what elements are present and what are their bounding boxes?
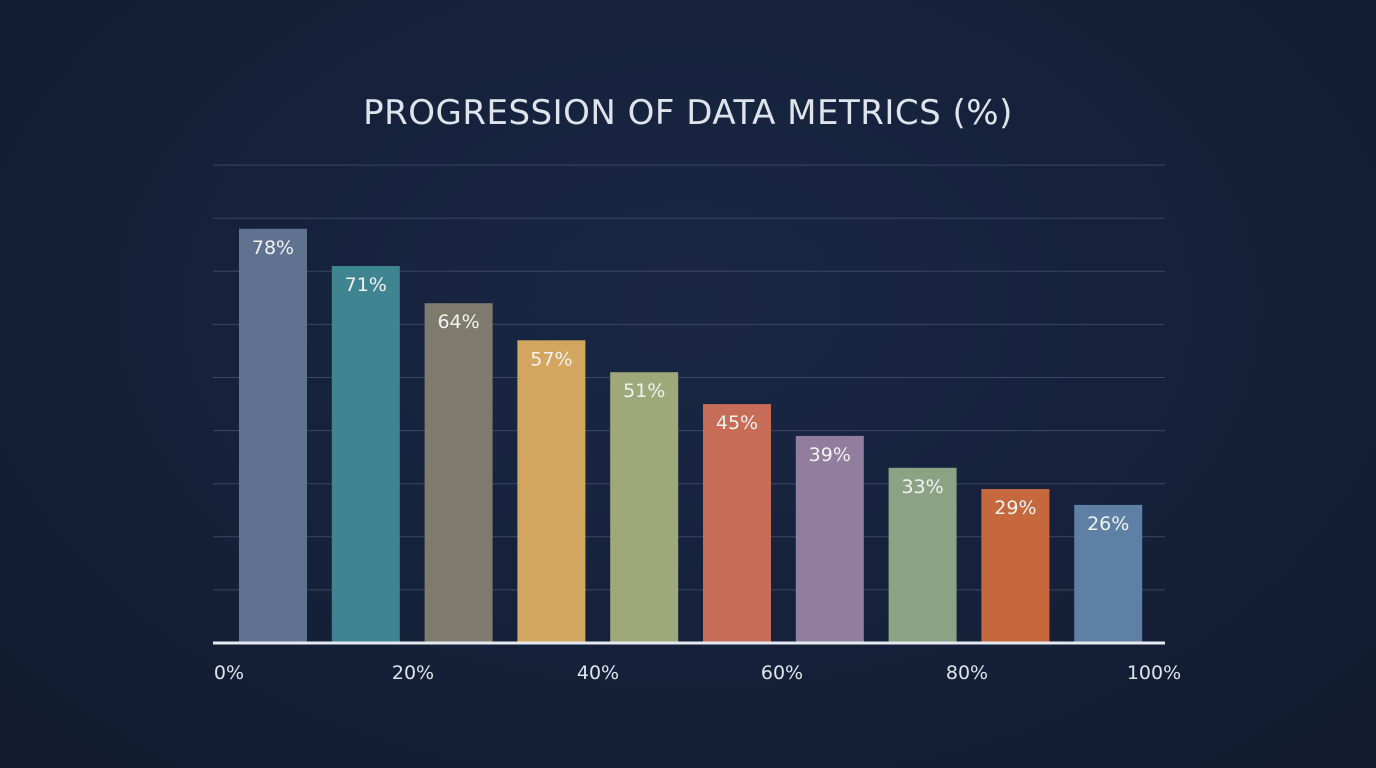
bar	[703, 404, 771, 643]
bar	[331, 266, 400, 643]
bar-value-labels: 78% 71% 64% 57% 51% 45% 39% 33% 29% 26%	[252, 237, 1129, 535]
bar	[1074, 504, 1143, 643]
bar-value-label: 57%	[530, 348, 572, 370]
bar	[517, 340, 586, 643]
bar-value-label: 39%	[809, 444, 851, 466]
bar-value-label: 33%	[901, 476, 943, 498]
bars	[239, 228, 1143, 644]
bar-value-label: 29%	[994, 497, 1036, 519]
chart-title: PROGRESSION OF DATA METRICS (%)	[363, 93, 1013, 133]
bar	[239, 228, 307, 644]
x-tick-label: 60%	[761, 662, 803, 684]
x-tick-label: 0%	[214, 662, 244, 684]
x-tick-label: 40%	[577, 662, 619, 684]
bar-value-label: 64%	[437, 311, 479, 333]
bar-value-label: 26%	[1087, 513, 1129, 535]
bar	[424, 303, 493, 643]
bar	[981, 489, 1050, 643]
x-tick-label: 80%	[946, 662, 988, 684]
bar-value-label: 71%	[345, 274, 387, 296]
bar-value-label: 78%	[252, 237, 294, 259]
x-tick-labels: 0% 20% 40% 60% 80% 100%	[214, 662, 1181, 684]
x-tick-label: 100%	[1127, 662, 1181, 684]
bar	[888, 467, 957, 643]
bar-value-label: 51%	[623, 380, 665, 402]
bar	[610, 372, 679, 643]
bar-value-label: 45%	[716, 412, 758, 434]
x-tick-label: 20%	[392, 662, 434, 684]
bar	[795, 435, 864, 643]
